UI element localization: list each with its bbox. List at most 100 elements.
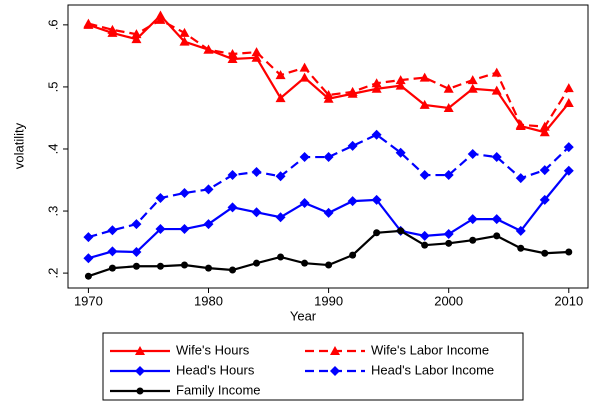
data-point xyxy=(323,207,334,218)
data-point xyxy=(443,83,454,93)
data-point xyxy=(227,202,238,213)
data-point xyxy=(251,47,262,57)
data-point xyxy=(299,152,310,163)
y-tick-label: .5 xyxy=(45,81,60,92)
data-point xyxy=(275,93,286,103)
data-point xyxy=(373,229,381,237)
legend-marker xyxy=(330,346,340,355)
data-point xyxy=(180,261,188,269)
legend-marker xyxy=(135,346,145,355)
data-point xyxy=(251,207,262,218)
data-point xyxy=(107,246,118,257)
data-point xyxy=(563,98,574,108)
data-point xyxy=(397,227,405,235)
x-tick-label: 2000 xyxy=(434,293,463,308)
data-point xyxy=(323,152,334,163)
data-point xyxy=(563,165,574,176)
data-point xyxy=(83,253,94,264)
data-point xyxy=(395,147,406,158)
y-tick-label: .4 xyxy=(45,144,60,155)
data-point xyxy=(203,44,214,54)
data-point xyxy=(491,152,502,163)
data-point xyxy=(565,248,573,256)
data-point xyxy=(203,184,214,195)
series-line xyxy=(88,18,570,128)
data-point xyxy=(84,272,92,280)
data-point xyxy=(275,212,286,223)
data-point xyxy=(467,148,478,159)
data-point xyxy=(205,264,213,272)
data-point xyxy=(539,194,550,205)
x-tick-label: 2010 xyxy=(554,293,583,308)
data-point xyxy=(517,244,525,252)
legend-marker xyxy=(136,387,144,395)
data-point xyxy=(539,121,550,131)
data-point xyxy=(515,173,526,184)
data-point xyxy=(131,247,142,258)
data-point xyxy=(83,232,94,243)
data-point xyxy=(371,129,382,140)
y-tick-label: .2 xyxy=(45,268,60,279)
data-point xyxy=(275,171,286,182)
data-point xyxy=(253,259,261,267)
legend-label: Family Income xyxy=(176,382,261,397)
data-point xyxy=(371,194,382,205)
x-tick-label: 1970 xyxy=(74,293,103,308)
data-point xyxy=(299,62,310,72)
data-point xyxy=(155,193,166,204)
data-point xyxy=(371,78,382,88)
data-point xyxy=(395,75,406,85)
data-point xyxy=(179,188,190,199)
y-tick-label: .6 xyxy=(45,19,60,30)
legend-label: Head's Hours xyxy=(176,362,255,377)
x-tick-label: 1990 xyxy=(314,293,343,308)
data-point xyxy=(107,24,118,34)
data-point xyxy=(275,70,286,80)
data-point xyxy=(347,86,358,96)
data-point xyxy=(227,49,238,59)
data-point xyxy=(371,83,382,93)
data-point xyxy=(563,142,574,153)
data-point xyxy=(469,236,477,244)
data-point xyxy=(445,239,453,247)
data-point xyxy=(539,165,550,176)
data-point xyxy=(419,230,430,241)
data-point xyxy=(515,225,526,236)
data-point xyxy=(421,241,429,249)
data-point xyxy=(443,229,454,240)
legend-marker xyxy=(330,366,340,376)
data-point xyxy=(251,52,262,62)
data-point xyxy=(299,72,310,82)
data-point xyxy=(132,262,140,270)
data-point xyxy=(131,34,142,44)
data-point xyxy=(301,259,309,267)
data-point xyxy=(325,261,333,269)
data-point xyxy=(227,170,238,181)
data-point xyxy=(493,232,501,240)
data-point xyxy=(156,262,164,270)
legend-label: Wife's Hours xyxy=(176,342,250,357)
data-point xyxy=(419,170,430,181)
y-axis-label: volatility xyxy=(11,122,26,169)
data-point xyxy=(179,224,190,235)
data-point xyxy=(323,89,334,99)
data-point xyxy=(515,119,526,129)
data-point xyxy=(491,214,502,225)
x-tick-label: 1980 xyxy=(194,293,223,308)
data-point xyxy=(347,140,358,151)
data-point xyxy=(443,103,454,113)
data-point xyxy=(251,166,262,177)
data-point xyxy=(563,83,574,93)
legend-marker xyxy=(135,366,145,376)
data-point xyxy=(83,18,94,28)
data-point xyxy=(443,170,454,181)
series-line xyxy=(88,133,570,239)
data-point xyxy=(467,83,478,93)
data-point xyxy=(277,253,285,261)
data-point xyxy=(108,264,116,272)
legend-label: Wife's Labor Income xyxy=(371,342,489,357)
plot-frame xyxy=(67,4,589,289)
data-point xyxy=(419,72,430,82)
data-point xyxy=(203,219,214,230)
